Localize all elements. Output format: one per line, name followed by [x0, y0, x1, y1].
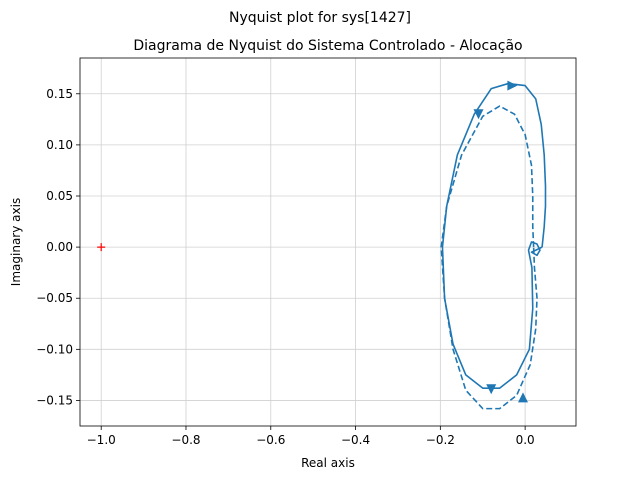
- plot-area: [97, 80, 547, 410]
- direction-arrow: [507, 80, 518, 91]
- y-tick-label: 0.05: [46, 189, 73, 203]
- nyquist-curve-mirror: [440, 105, 538, 410]
- x-tick-label: −0.2: [426, 433, 455, 447]
- x-tick-label: 0.0: [516, 433, 535, 447]
- x-tick-label: −0.8: [171, 433, 200, 447]
- direction-arrow: [518, 392, 529, 403]
- x-tick-label: −1.0: [87, 433, 116, 447]
- axis-ticks: −1.0 −0.8 −0.6 −0.4 −0.2 0.0 −0.15 −0.10 −0.05 0.…: [36, 87, 534, 447]
- y-tick-label: −0.10: [36, 342, 73, 356]
- direction-arrow: [486, 384, 497, 395]
- y-tick-label: 0.10: [46, 138, 73, 152]
- critical-point-marker: [97, 243, 106, 252]
- y-tick-label: −0.05: [36, 291, 73, 305]
- y-axis-label: Imaginary axis: [9, 198, 23, 286]
- y-tick-label: 0.15: [46, 87, 73, 101]
- direction-arrow: [473, 109, 484, 120]
- nyquist-curve: [441, 82, 547, 389]
- y-tick-label: 0.00: [46, 240, 73, 254]
- x-tick-label: −0.6: [256, 433, 285, 447]
- x-axis-label: Real axis: [301, 456, 355, 470]
- y-tick-label: −0.15: [36, 393, 73, 407]
- x-tick-label: −0.4: [341, 433, 370, 447]
- figure-suptitle: Nyquist plot for sys[1427]: [229, 10, 411, 26]
- axes-frame: [79, 57, 577, 427]
- chart-title: Diagrama de Nyquist do Sistema Controlad…: [133, 38, 522, 54]
- grid: [80, 58, 576, 426]
